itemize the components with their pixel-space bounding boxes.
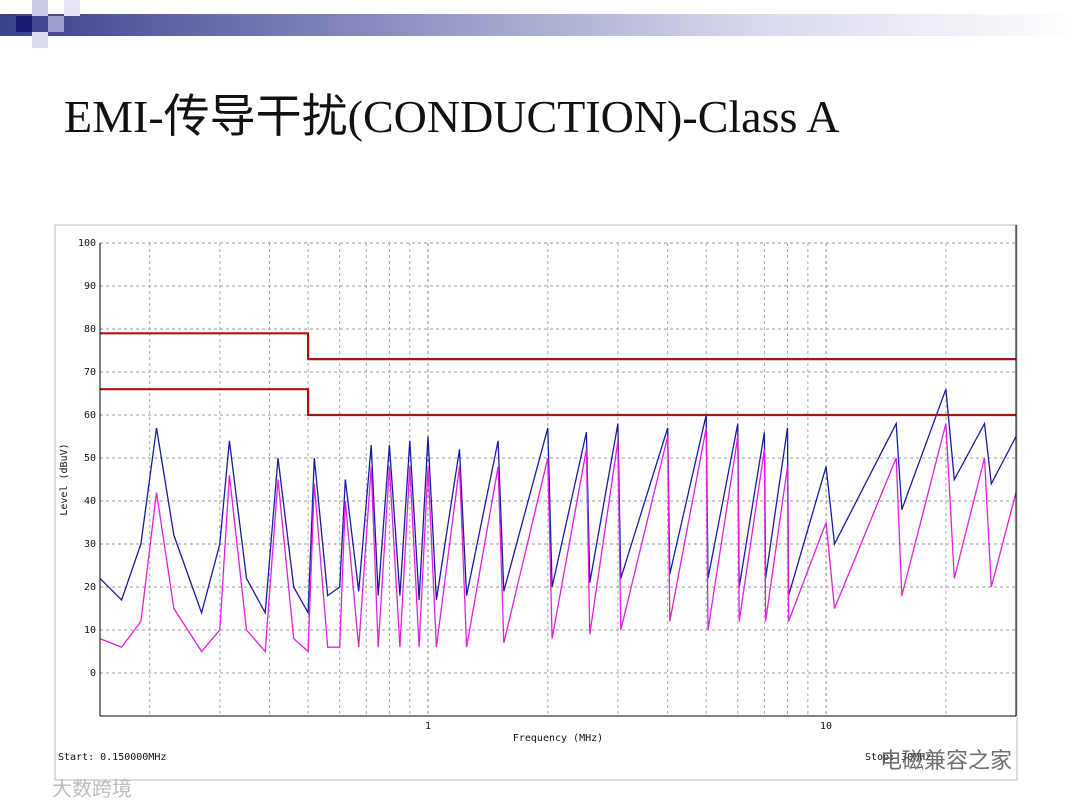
y-tick-label: 50: [84, 453, 96, 464]
limit-line: [100, 388, 1016, 417]
header-band: [0, 14, 1080, 36]
deco: [48, 16, 64, 32]
chart-frame: [54, 224, 1018, 781]
trace: [99, 423, 1017, 654]
y-tick-label: 0: [90, 668, 96, 679]
watermark: 电磁兼容之家: [880, 749, 1012, 774]
x-tick-label: 1: [425, 721, 431, 732]
deco: [32, 0, 48, 16]
y-tick-label: 100: [78, 238, 96, 249]
y-tick-label: 30: [84, 539, 96, 550]
watermark: 大数跨境: [52, 777, 132, 801]
x-axis-label: Frequency (MHz): [513, 733, 603, 744]
deco: [16, 16, 32, 32]
y-tick-label: 80: [84, 324, 96, 335]
plot-area: [100, 243, 1016, 716]
y-tick-label: 20: [84, 582, 96, 593]
y-tick-label: 10: [84, 625, 96, 636]
stop-label: Stop: 30MHz: [865, 752, 931, 763]
y-axis-label: Level (dBuV): [59, 443, 70, 515]
deco: [64, 0, 80, 16]
slide-title: EMI-传导干扰(CONDUCTION)-Class A: [64, 91, 840, 142]
y-tick-label: 90: [84, 281, 96, 292]
y-tick-label: 60: [84, 410, 96, 421]
x-tick-label: 10: [820, 721, 832, 732]
deco: [32, 32, 48, 48]
limit-line: [100, 332, 1016, 361]
y-tick-label: 40: [84, 496, 96, 507]
y-tick-label: 70: [84, 367, 96, 378]
start-label: Start: 0.150000MHz: [58, 752, 166, 763]
